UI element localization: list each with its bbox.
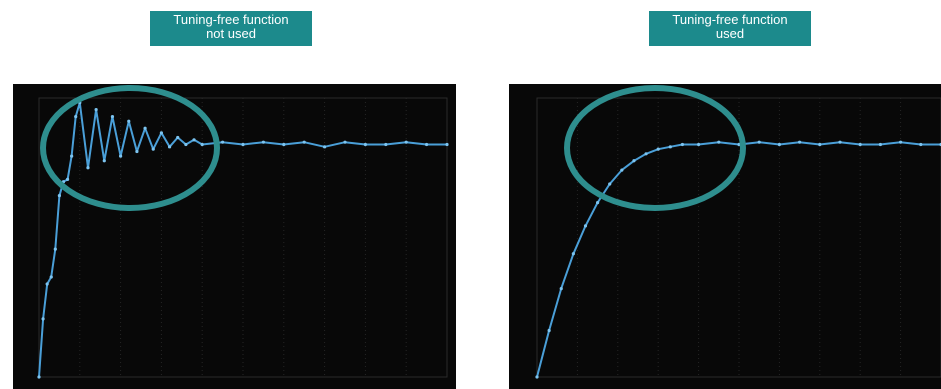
chart-panel-not-used — [13, 84, 456, 389]
right-data-point — [798, 140, 802, 144]
right-data-point — [596, 201, 600, 205]
left-data-point — [74, 115, 78, 119]
left-data-point — [45, 282, 49, 286]
left-data-point — [135, 149, 139, 154]
right-plot-frame — [536, 97, 941, 378]
right-data-point — [559, 287, 563, 291]
left-data-point — [37, 375, 41, 379]
right-data-point — [680, 142, 685, 147]
right-data-point — [717, 140, 721, 144]
left-data-point — [302, 140, 306, 144]
left-data-point — [65, 177, 70, 181]
left-data-point — [241, 142, 245, 147]
right-data-point — [608, 182, 612, 186]
left-highlight-ring — [40, 85, 220, 211]
right-data-point — [899, 140, 903, 144]
label-left-line-2: not used — [206, 26, 256, 41]
right-highlight-ring — [564, 85, 746, 211]
right-data-point — [547, 328, 551, 333]
left-data-point — [200, 142, 204, 147]
label-left-line-1: Tuning-free function — [173, 12, 289, 27]
left-data-point — [94, 108, 98, 112]
left-data-point — [143, 126, 147, 130]
right-data-point — [919, 142, 923, 147]
left-data-point — [57, 194, 62, 198]
left-data-point — [119, 154, 123, 158]
right-data-point — [644, 152, 648, 156]
right-data-point — [668, 145, 672, 149]
left-data-point — [221, 140, 225, 144]
left-data-point — [70, 154, 74, 158]
right-data-point — [632, 159, 636, 163]
left-data-point — [363, 142, 367, 147]
right-data-point — [818, 142, 822, 147]
left-data-point — [192, 138, 196, 142]
left-data-point — [86, 166, 90, 170]
left-data-point — [425, 142, 429, 147]
left-data-point — [110, 115, 115, 119]
right-series-line-0 — [536, 141, 941, 378]
right-data-point — [583, 224, 588, 228]
label-right-line-1: Tuning-free function — [672, 12, 788, 27]
left-data-point — [41, 317, 45, 321]
right-data-point — [656, 147, 660, 151]
left-data-point — [261, 140, 265, 144]
right-data-point — [697, 142, 701, 147]
left-data-point — [102, 159, 106, 163]
left-data-point — [445, 142, 449, 147]
chart-panel-used — [509, 84, 941, 389]
response-chart-not-used — [37, 85, 449, 379]
right-data-point — [571, 252, 575, 256]
left-data-point — [184, 142, 188, 147]
label-tuning-free-not-used: Tuning-free function not used — [150, 11, 312, 46]
left-data-point — [127, 119, 131, 123]
left-data-point — [176, 135, 180, 140]
left-data-point — [159, 131, 163, 135]
right-data-point — [838, 140, 842, 144]
left-data-point — [404, 140, 408, 144]
label-tuning-free-used: Tuning-free function used — [649, 11, 811, 46]
label-right-line-2: used — [715, 26, 745, 41]
left-data-point — [384, 142, 388, 147]
response-chart-used — [535, 85, 941, 379]
right-data-point — [535, 375, 539, 379]
left-data-point — [167, 145, 172, 149]
left-data-point — [53, 247, 57, 251]
left-data-point — [151, 147, 155, 151]
right-data-point — [858, 142, 862, 147]
left-data-point — [282, 142, 286, 147]
right-data-point — [878, 142, 882, 147]
right-data-point — [777, 142, 781, 147]
left-data-point — [343, 140, 347, 144]
left-data-point — [49, 275, 53, 279]
right-data-point — [757, 140, 761, 144]
right-data-point — [620, 168, 624, 172]
left-data-point — [323, 145, 327, 149]
